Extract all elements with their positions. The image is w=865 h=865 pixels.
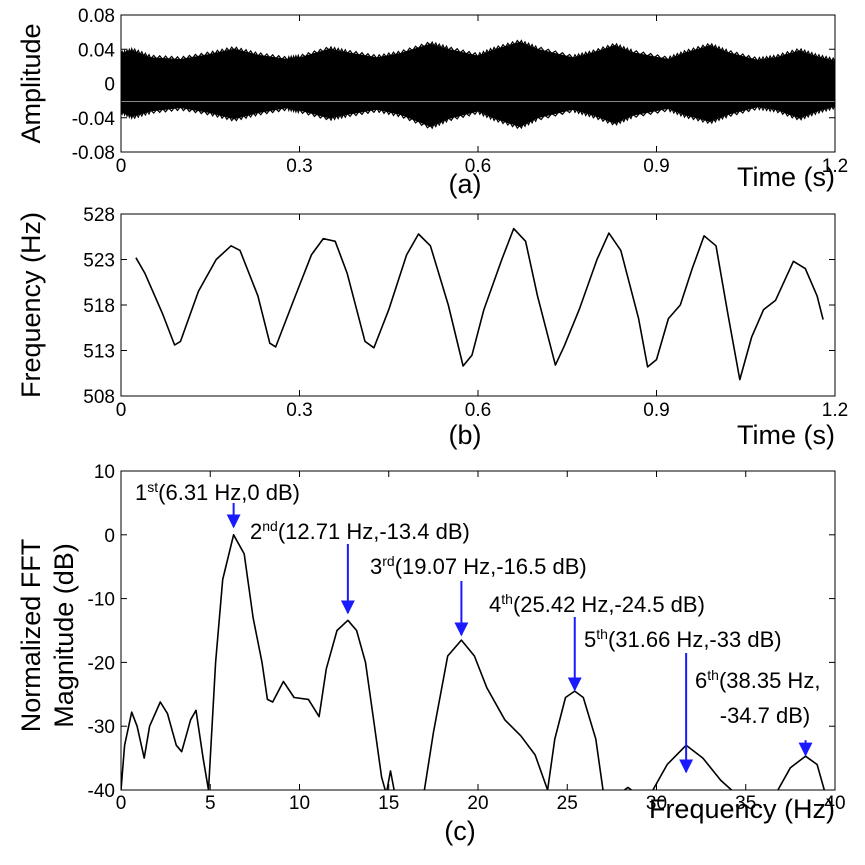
y-tick-label: -40: [88, 781, 115, 802]
plot-area-1: [121, 39, 835, 130]
ordinal-suffix: th: [596, 626, 608, 642]
ordinal-suffix: th: [501, 591, 513, 607]
waveform-lower-edge: [121, 104, 835, 130]
y-tick-label: -30: [88, 717, 115, 738]
x-tick-label: 20: [467, 793, 488, 814]
series-line-2: [386, 770, 395, 790]
x-tick-label: 0: [116, 400, 127, 421]
y-axis-label-line-2: Magnitude (dB): [49, 543, 79, 728]
peak-value: (25.42 Hz,-24.5 dB): [513, 592, 705, 617]
ordinal: 5: [584, 627, 596, 652]
peak-value: (12.71 Hz,-13.4 dB): [278, 519, 470, 544]
peak-value: (19.07 Hz,-16.5 dB): [395, 554, 587, 579]
ordinal: 4: [489, 592, 501, 617]
y-tick-label: -20: [88, 653, 115, 674]
peak-label-3: 3rd(19.07 Hz,-16.5 dB): [370, 553, 587, 579]
y-axis-label: Amplitude: [16, 23, 46, 143]
y-tick-label: 0.04: [78, 40, 115, 61]
x-axis-label: Time (s): [737, 162, 835, 192]
x-tick-label: 5: [205, 793, 216, 814]
x-tick-label: 0: [116, 156, 127, 177]
series-line-5: [652, 744, 733, 790]
y-tick-label: 0: [104, 526, 115, 547]
chart-panel-2: 0 0.3 0.6 0.9 1.2 528 523 518 513 508 Time (s) (b) F…: [16, 205, 848, 450]
x-tick-label: 0.9: [643, 400, 669, 421]
peak-label-5: 5th(31.66 Hz,-33 dB): [584, 626, 782, 652]
series-line-3: [423, 639, 604, 790]
y-axis-label: Frequency (Hz): [16, 212, 46, 398]
y-tick-label: 0: [104, 75, 115, 96]
x-tick-label: 10: [289, 793, 310, 814]
x-tick-label: 0: [116, 793, 127, 814]
panel-label: (c): [444, 816, 475, 846]
waveform-envelope: [121, 41, 835, 127]
y-tick-label: 528: [83, 205, 115, 226]
x-axis-label: Time (s): [737, 420, 835, 450]
y-tick-label: 10: [94, 462, 115, 483]
peak-value: (6.31 Hz,0 dB): [158, 480, 300, 505]
y-tick-label: 523: [83, 251, 115, 272]
series-line-1: [121, 534, 386, 790]
panel-label: (a): [449, 169, 482, 199]
peak-label-2: 2nd(12.71 Hz,-13.4 dB): [250, 518, 470, 544]
y-tick-label: 518: [83, 296, 115, 317]
x-tick-label: 0.3: [286, 156, 312, 177]
y-axis-label-line-1: Normalized FFT: [16, 539, 46, 733]
series-line-1: [135, 227, 824, 381]
ordinal-suffix: nd: [262, 518, 278, 534]
ordinal-suffix: st: [147, 479, 158, 495]
ordinal: 3: [370, 554, 382, 579]
y-tick-label: 513: [83, 342, 115, 363]
ordinal: 2: [250, 519, 262, 544]
x-tick-label: 0.6: [465, 400, 491, 421]
peak-label-4: 4th(25.42 Hz,-24.5 dB): [489, 591, 705, 617]
peak-label-1: 1st(6.31 Hz,0 dB): [135, 479, 300, 505]
y-tick-label: -10: [88, 590, 115, 611]
x-tick-label: 0.6: [465, 156, 491, 177]
peak-label-6: 6th(38.35 Hz,: [695, 667, 820, 693]
series-line-4: [623, 786, 632, 790]
x-axis-label: Frequency (Hz): [649, 794, 835, 824]
y-tick-label: -0.04: [72, 109, 116, 130]
axes-frame: [120, 213, 836, 397]
ordinal: 6: [695, 668, 707, 693]
peak-annotations: 1st(6.31 Hz,0 dB) 2nd(12.71 Hz,-13.4 dB) 3…: [135, 479, 820, 774]
x-tick-label: 35: [735, 793, 756, 814]
chart-panel-1: 0 0.3 0.6 0.9 1.2 0.08 0.04 0 -0.04 -0.08 Time (s)…: [16, 6, 848, 199]
x-tick-label: 0.3: [286, 400, 312, 421]
x-tick-label: 1.2: [822, 156, 848, 177]
peak-value: (31.66 Hz,-33 dB): [608, 627, 782, 652]
y-tick-label: -0.08: [72, 143, 115, 164]
x-tick-label: 25: [557, 793, 578, 814]
x-tick-label: 30: [646, 793, 667, 814]
ordinal-suffix: th: [707, 667, 719, 683]
x-tick-label: 0.9: [643, 156, 669, 177]
panel-label: (b): [449, 420, 482, 450]
x-tick-label: 15: [378, 793, 399, 814]
x-tick-label: 40: [824, 793, 845, 814]
peak-label-6-line-2: -34.7 dB): [720, 703, 811, 728]
ordinal-suffix: rd: [382, 553, 394, 569]
x-tick-label: 1.2: [822, 400, 848, 421]
peak-value: (38.35 Hz,: [719, 668, 821, 693]
y-tick-label: 508: [83, 387, 115, 408]
ordinal: 1: [135, 480, 147, 505]
series-line-6: [777, 755, 826, 790]
waveform-upper-edge: [121, 39, 835, 63]
y-tick-label: 0.08: [78, 6, 115, 27]
chart-panel-3: 0 5 10 15 20 25 30 35 40100-10-20-30-40Frequency…: [16, 462, 846, 846]
plot-area-2: [135, 227, 824, 381]
